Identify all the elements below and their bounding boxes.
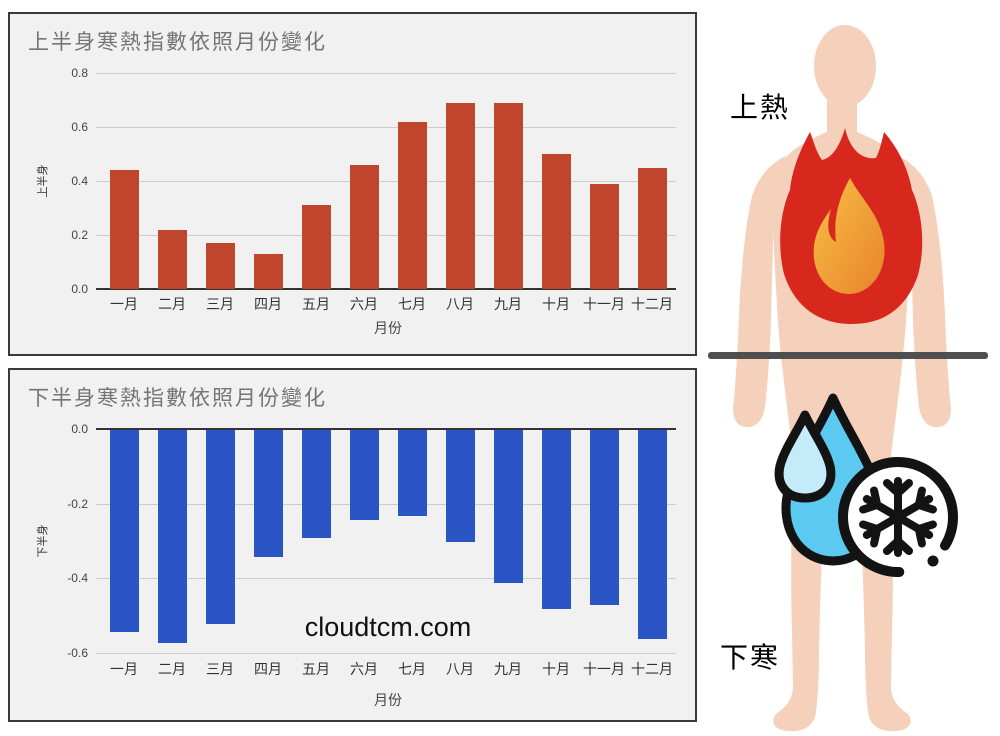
bar xyxy=(637,430,667,640)
gridline xyxy=(96,181,676,182)
gridline xyxy=(96,73,676,74)
x-tick-label: 六月 xyxy=(350,296,378,312)
upper-body-chart: 上半身寒熱指數依照月份變化 0.8 0.6 0.4 0.2 0.0 一月 二月 三月 四月 五月 六月… xyxy=(10,14,695,354)
bar xyxy=(493,430,523,584)
y-tick-label: -0.6 xyxy=(67,646,88,660)
x-tick-label: 十月 xyxy=(542,661,570,677)
bar xyxy=(349,430,379,520)
zero-axis-line xyxy=(96,288,676,290)
bar xyxy=(589,183,619,289)
x-tick-label: 三月 xyxy=(206,296,234,312)
gridline xyxy=(96,127,676,128)
zero-axis-line xyxy=(96,428,676,430)
bar xyxy=(301,205,331,289)
gridline xyxy=(96,503,676,505)
y-axis-title: 上半身 xyxy=(37,164,49,198)
x-tick-label: 九月 xyxy=(494,296,522,312)
chart-title: 上半身寒熱指數依照月份變化 xyxy=(28,31,327,54)
gridline xyxy=(96,578,676,580)
x-tick-label: 四月 xyxy=(254,296,282,312)
x-tick-label: 一月 xyxy=(110,296,138,312)
bar xyxy=(157,430,187,643)
gridline xyxy=(96,653,676,654)
y-axis-title: 下半身 xyxy=(37,524,49,558)
gridline xyxy=(96,235,676,236)
x-tick-label: 七月 xyxy=(398,296,426,312)
watermark-text: cloudtcm.com xyxy=(304,612,472,642)
y-tick-label: 0.4 xyxy=(71,174,88,188)
x-tick-label: 六月 xyxy=(350,661,378,677)
y-tick-label: -0.2 xyxy=(67,496,88,511)
x-tick-label: 一月 xyxy=(110,661,138,677)
chart-title: 下半身寒熱指數依照月份變化 xyxy=(28,387,327,410)
upper-heat-label: 上熱 xyxy=(730,92,791,123)
x-tick-label: 十一月 xyxy=(583,661,625,677)
upper-body-chart-panel: 上半身寒熱指數依照月份變化 0.8 0.6 0.4 0.2 0.0 一月 二月 三月 四月 五月 六月… xyxy=(8,12,697,356)
x-tick-label: 十二月 xyxy=(631,296,673,312)
bar xyxy=(541,154,571,289)
body-silhouette-icon xyxy=(733,25,951,732)
x-tick-label: 二月 xyxy=(158,296,186,312)
snowflake-icon xyxy=(838,457,958,577)
y-tick-label: -0.4 xyxy=(67,571,88,586)
x-axis-title: 月份 xyxy=(374,692,402,708)
x-tick-label: 十月 xyxy=(542,296,570,312)
x-tick-label: 七月 xyxy=(398,661,426,677)
fire-icon xyxy=(780,128,923,324)
y-tick-label: 0.2 xyxy=(71,228,88,242)
body-illustration: 上熱 下寒 xyxy=(700,0,1000,736)
bar xyxy=(205,243,235,289)
x-tick-label: 五月 xyxy=(302,296,330,312)
x-tick-label: 八月 xyxy=(446,661,474,677)
bar xyxy=(541,430,571,610)
x-tick-label: 四月 xyxy=(254,661,282,677)
bar xyxy=(157,229,187,289)
x-tick-label: 五月 xyxy=(302,661,330,677)
bar xyxy=(301,430,331,539)
x-tick-label: 二月 xyxy=(158,661,186,677)
bar xyxy=(445,430,475,542)
divider-line xyxy=(708,352,988,359)
x-axis-title: 月份 xyxy=(374,320,402,336)
x-tick-label: 十一月 xyxy=(583,296,625,312)
y-tick-label: 0.0 xyxy=(71,422,88,436)
bar xyxy=(253,430,283,557)
bar xyxy=(109,430,139,632)
y-tick-label: 0.6 xyxy=(71,120,88,134)
x-tick-label: 九月 xyxy=(494,661,522,677)
lower-body-chart: 下半身寒熱指數依照月份變化 0.0 -0.2 -0.4 -0.6 一月 二月 三月 四月 五月 六月… xyxy=(10,370,695,720)
bar xyxy=(349,164,379,289)
body-illustration-svg xyxy=(708,25,988,732)
lower-body-chart-panel: 下半身寒熱指數依照月份變化 0.0 -0.2 -0.4 -0.6 一月 二月 三月 四月 五月 六月… xyxy=(8,368,697,722)
bar xyxy=(637,167,667,289)
y-tick-label: 0.0 xyxy=(71,282,88,296)
bar xyxy=(253,253,283,289)
bar xyxy=(589,430,619,606)
bar xyxy=(205,430,235,625)
x-tick-label: 八月 xyxy=(446,296,474,312)
x-tick-label: 三月 xyxy=(206,661,234,677)
lower-cold-label: 下寒 xyxy=(720,642,781,673)
bar xyxy=(445,102,475,289)
bar xyxy=(397,430,427,516)
y-tick-label: 0.8 xyxy=(71,66,88,80)
x-tick-label: 十二月 xyxy=(631,661,673,677)
bar xyxy=(397,121,427,289)
bar xyxy=(493,102,523,289)
bar xyxy=(109,170,139,289)
